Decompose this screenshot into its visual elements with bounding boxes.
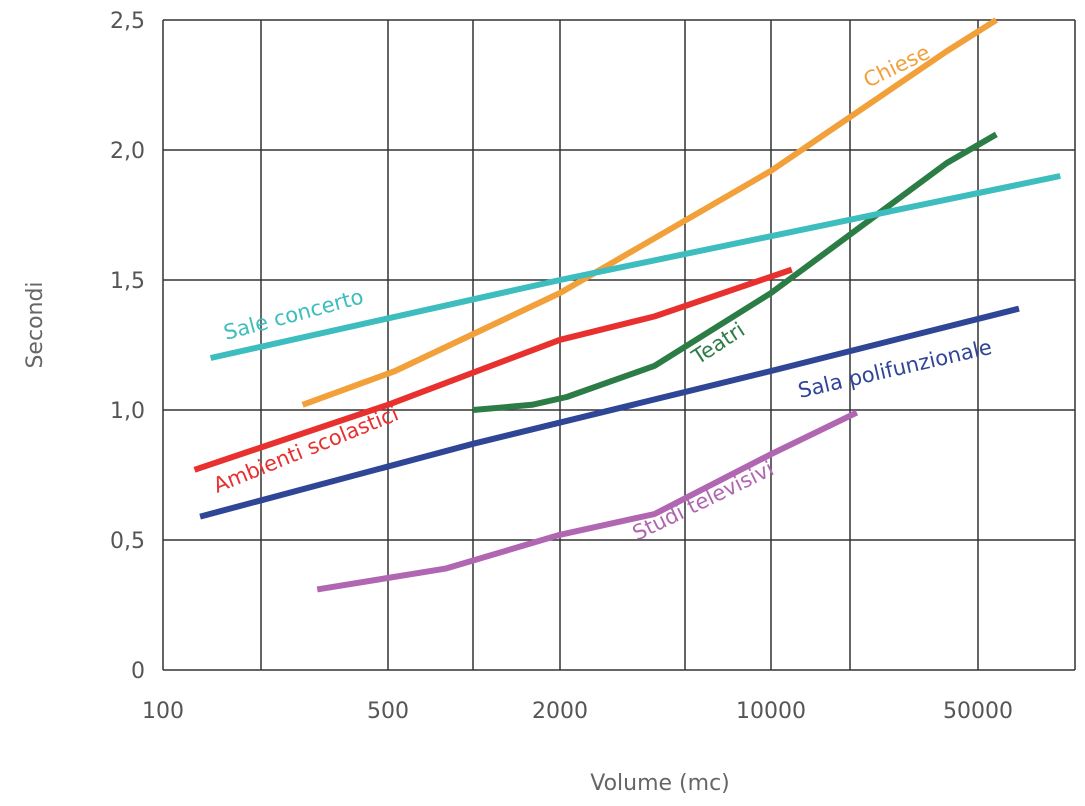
series-line-sale-concerto xyxy=(209,173,1061,361)
grid xyxy=(162,19,1076,671)
series-line-chiese xyxy=(301,17,998,408)
series-label-studi-televisivi: Studi televisivi xyxy=(629,456,778,545)
y-tick-label: 0,5 xyxy=(110,529,145,554)
x-tick-label: 10000 xyxy=(736,699,806,724)
y-tick-label: 0 xyxy=(131,659,145,684)
x-tick-label: 500 xyxy=(367,699,409,724)
series-line-teatri xyxy=(472,131,998,413)
series-label-sale-concerto: Sale concerto xyxy=(221,285,366,345)
y-tick-label: 2,5 xyxy=(110,9,145,34)
x-tick-label: 100 xyxy=(142,699,184,724)
x-axis-title: Volume (mc) xyxy=(590,771,730,796)
series-lines xyxy=(193,17,1061,593)
series-label-sala-polifunzionale: Sala polifunzionale xyxy=(796,335,994,403)
series-label-ambienti-scolastici: Ambienti scolastici xyxy=(210,401,402,497)
x-tick-label: 50000 xyxy=(943,699,1013,724)
x-tick-label: 2000 xyxy=(532,699,588,724)
series-line-ambienti-scolastici xyxy=(193,266,793,473)
tick-labels: 0 0,5 1,0 1,5 2,0 2,5 100 500 2000 10000 50000 xyxy=(110,9,1013,724)
y-tick-label: 2,0 xyxy=(110,139,145,164)
y-tick-label: 1,0 xyxy=(110,399,145,424)
y-tick-label: 1,5 xyxy=(110,269,145,294)
series-line-sala-polifunzionale xyxy=(199,305,1020,520)
y-axis-title: Secondi xyxy=(23,281,48,368)
series-line-studi-televisivi xyxy=(316,409,859,593)
